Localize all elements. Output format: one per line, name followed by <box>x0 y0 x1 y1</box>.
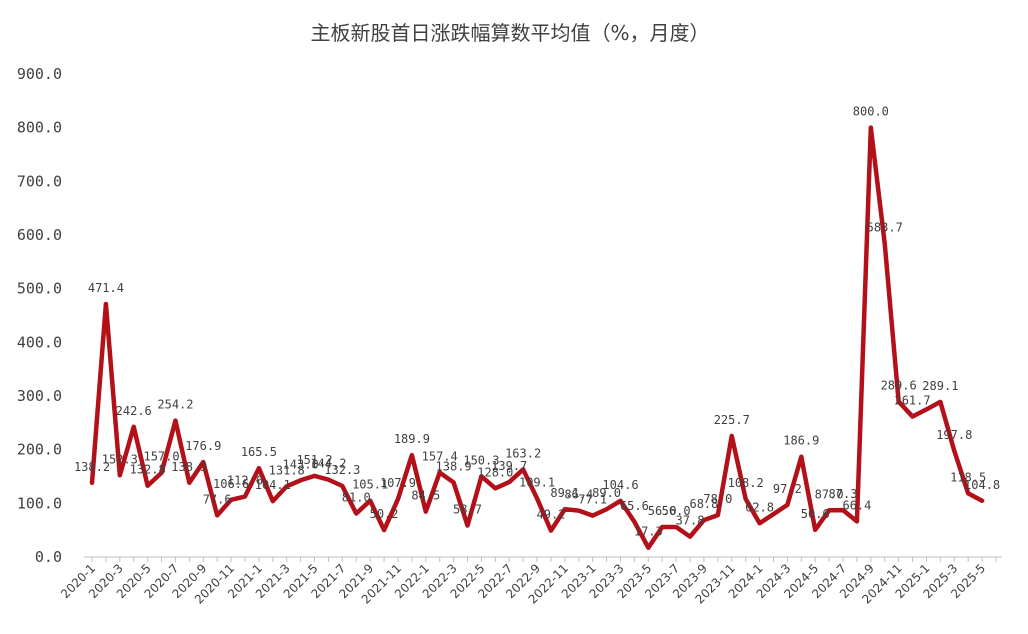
data-label: 37.8 <box>676 514 705 528</box>
data-label: 17.3 <box>634 525 663 539</box>
y-tick-label: 700.0 <box>17 172 62 190</box>
data-label: 186.9 <box>783 434 819 448</box>
data-label: 151.2 <box>296 453 332 467</box>
y-tick-label: 900.0 <box>17 65 62 83</box>
chart-title: 主板新股首日涨跌幅算数平均值（%，月度） <box>310 21 709 45</box>
data-label: 176.9 <box>185 439 221 453</box>
data-label: 289.6 <box>881 379 917 393</box>
data-label: 152.3 <box>102 452 138 466</box>
data-label: 289.1 <box>922 379 958 393</box>
data-label: 77.6 <box>203 492 232 506</box>
data-label: 144.2 <box>310 457 346 471</box>
data-label: 107.9 <box>380 476 416 490</box>
data-label: 165.5 <box>241 445 277 459</box>
data-label: 138.3 <box>171 460 207 474</box>
data-label: 131.8 <box>269 463 305 477</box>
data-label: 81.0 <box>342 491 371 505</box>
data-label: 84.5 <box>411 489 440 503</box>
data-label: 254.2 <box>157 398 193 412</box>
y-tick-label: 100.0 <box>17 494 62 512</box>
data-label: 78.0 <box>703 492 732 506</box>
y-tick-label: 400.0 <box>17 333 62 351</box>
series-line <box>89 125 985 550</box>
data-label: 50.2 <box>370 507 399 521</box>
data-label: 112.6 <box>227 474 263 488</box>
data-label: 56.0 <box>648 504 677 518</box>
data-label: 800.0 <box>853 105 889 119</box>
data-label: 105.1 <box>352 478 388 492</box>
data-label: 108.2 <box>728 476 764 490</box>
data-label: 197.8 <box>936 428 972 442</box>
data-label: 143.0 <box>283 457 319 471</box>
data-label: 87.3 <box>829 487 858 501</box>
data-label: 104.1 <box>255 478 291 492</box>
data-label: 225.7 <box>714 413 750 427</box>
y-tick-label: 0.0 <box>35 548 62 566</box>
data-label: 118.5 <box>950 470 986 484</box>
data-label: 157.0 <box>143 450 179 464</box>
data-label: 157.4 <box>422 450 458 464</box>
data-label: 261.7 <box>894 394 930 408</box>
data-label: 66.4 <box>842 498 871 512</box>
data-label: 132.3 <box>324 463 360 477</box>
y-tick-label: 600.0 <box>17 226 62 244</box>
data-label: 65.6 <box>620 499 649 513</box>
data-label: 189.9 <box>394 432 430 446</box>
data-label: 138.9 <box>436 459 472 473</box>
data-label: 97.2 <box>773 482 802 496</box>
data-label: 104.6 <box>602 478 638 492</box>
data-label: 58.7 <box>453 502 482 516</box>
data-label: 89.0 <box>592 486 621 500</box>
data-label: 138.2 <box>74 460 110 474</box>
data-label: 77.1 <box>578 493 607 507</box>
y-tick-label: 300.0 <box>17 387 62 405</box>
data-label: 139.7 <box>491 459 527 473</box>
y-axis-ticks: 0.0 100.0 200.0 300.0 400.0 500.0 600.0 700.0 80… <box>17 65 62 566</box>
y-tick-label: 500.0 <box>17 280 62 298</box>
data-label: 150.3 <box>463 453 499 467</box>
y-tick-label: 800.0 <box>17 119 62 137</box>
data-label: 56.0 <box>662 504 691 518</box>
data-label: 104.8 <box>964 478 1000 492</box>
data-label: 50.6 <box>801 507 830 521</box>
data-label: 471.4 <box>88 281 124 295</box>
y-tick-label: 200.0 <box>17 441 62 459</box>
data-label: 163.2 <box>505 446 541 460</box>
data-label: 49.2 <box>537 508 566 522</box>
data-label: 87.0 <box>815 487 844 501</box>
data-label: 132.8 <box>130 463 166 477</box>
data-label: 68.8 <box>689 497 718 511</box>
data-label: 242.6 <box>116 404 152 418</box>
data-label: 583.7 <box>867 221 903 235</box>
data-label: 89.1 <box>550 486 579 500</box>
data-label: 128.0 <box>477 465 513 479</box>
data-label: 86.4 <box>564 488 593 502</box>
data-label: 109.1 <box>519 475 555 489</box>
data-label: 106.6 <box>213 477 249 491</box>
data-label: 62.8 <box>745 500 774 514</box>
x-axis-ticks: 2020-12020-32020-52020-72020-92020-11202… <box>58 557 997 607</box>
